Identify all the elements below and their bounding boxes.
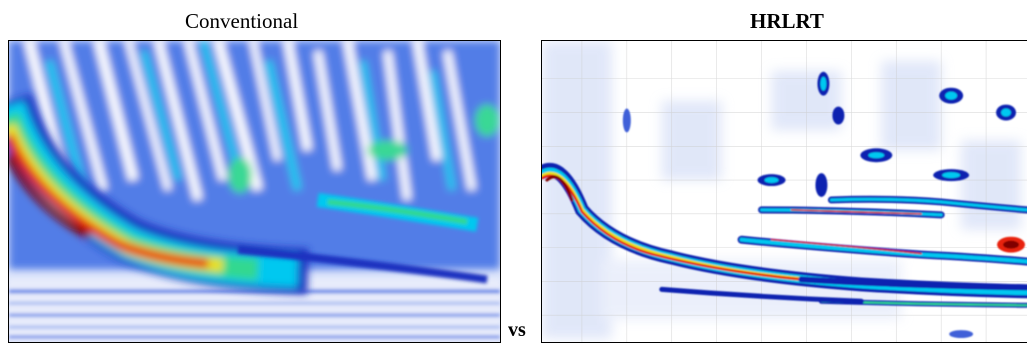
hrlrt-image	[542, 41, 1027, 342]
hrlrt-panel	[541, 40, 1027, 343]
conventional-panel	[8, 40, 501, 343]
conventional-image	[9, 41, 500, 342]
vs-label: vs	[508, 319, 526, 341]
title-hrlrt: HRLRT	[750, 9, 824, 33]
title-conventional: Conventional	[185, 9, 299, 33]
